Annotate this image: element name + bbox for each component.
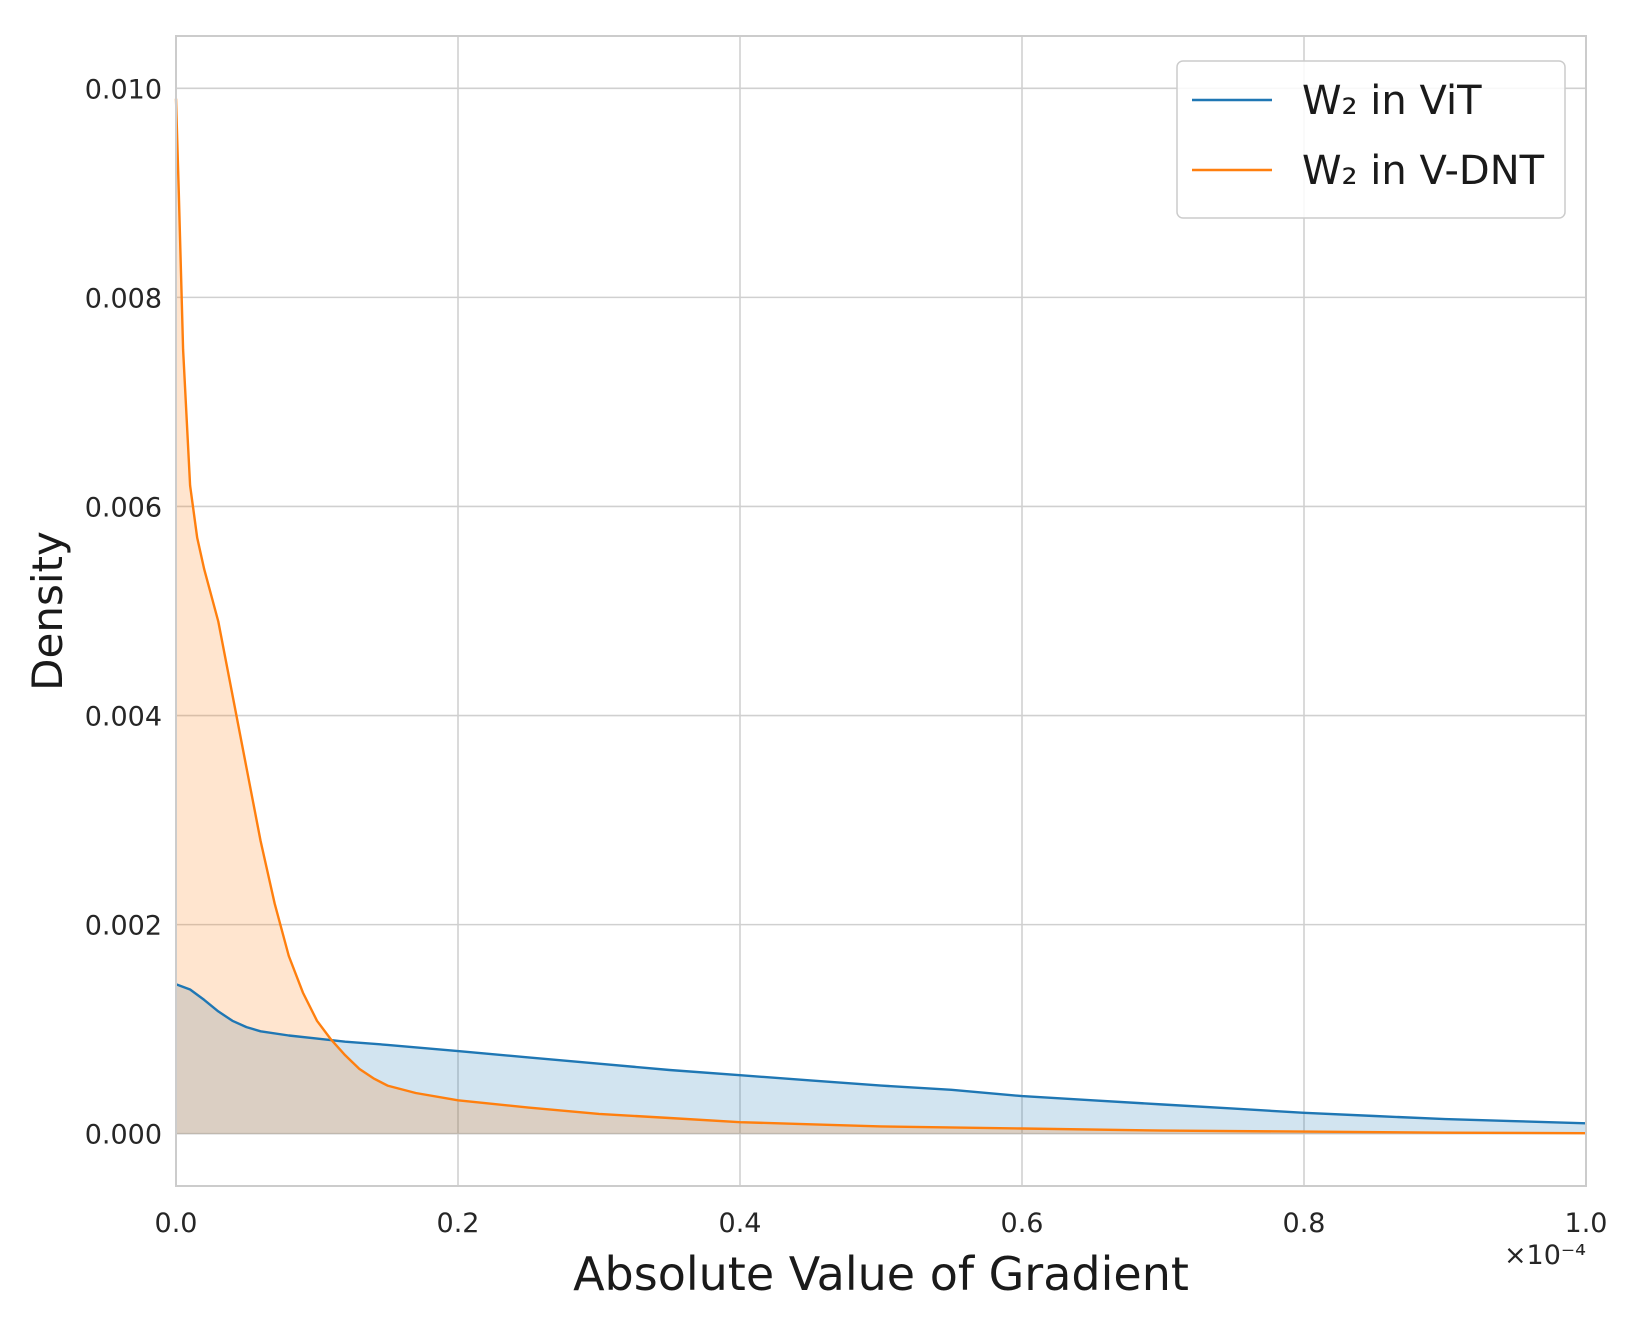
legend-label-vdnt: W₂ in V-DNT bbox=[1302, 148, 1545, 194]
series-fill-0 bbox=[176, 984, 1586, 1134]
x-tick-label: 0.4 bbox=[719, 1208, 762, 1239]
series-fill-1 bbox=[176, 98, 1586, 1134]
y-tick-label: 0.008 bbox=[85, 283, 162, 314]
series-line-0 bbox=[175, 983, 1587, 1125]
y-tick-label: 0.004 bbox=[85, 702, 162, 733]
x-tick-label: 1.0 bbox=[1565, 1208, 1608, 1239]
series-lines bbox=[174, 98, 1587, 1135]
y-tick-label: 0.000 bbox=[85, 1120, 162, 1151]
y-axis-title: Density bbox=[23, 531, 72, 691]
x-tick-labels: 0.0 0.2 0.4 0.6 0.8 1.0 bbox=[155, 1208, 1608, 1239]
x-scale-label: ×10⁻⁴ bbox=[1504, 1240, 1586, 1271]
series-line-1 bbox=[174, 98, 1587, 1135]
y-tick-labels: 0.000 0.002 0.004 0.006 0.008 0.010 bbox=[85, 74, 162, 1150]
series-fills bbox=[176, 98, 1586, 1134]
grid bbox=[175, 36, 1587, 1186]
x-tick-label: 0.0 bbox=[155, 1208, 198, 1239]
x-tick-label: 0.8 bbox=[1283, 1208, 1326, 1239]
x-tick-label: 0.6 bbox=[1001, 1208, 1044, 1239]
x-tick-label: 0.2 bbox=[437, 1208, 480, 1239]
y-tick-label: 0.006 bbox=[85, 492, 162, 523]
legend-box bbox=[1176, 60, 1566, 219]
plot-frame bbox=[175, 35, 1587, 1187]
legend: W₂ in ViT W₂ in V-DNT bbox=[1176, 60, 1566, 219]
legend-label-vit: W₂ in ViT bbox=[1302, 78, 1482, 124]
x-axis-title: Absolute Value of Gradient bbox=[573, 1247, 1189, 1301]
y-tick-label: 0.002 bbox=[85, 911, 162, 942]
y-tick-label: 0.010 bbox=[85, 74, 162, 105]
plot-background bbox=[176, 36, 1586, 1186]
